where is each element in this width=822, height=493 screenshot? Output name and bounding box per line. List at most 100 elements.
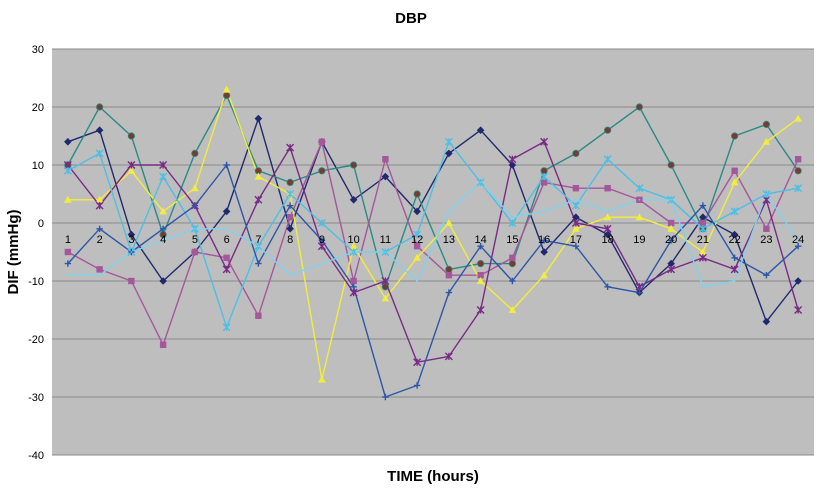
data-point (572, 224, 580, 232)
data-point (222, 85, 231, 93)
data-point (286, 202, 294, 209)
y-axis-title: DIF (mmHg) (5, 210, 22, 295)
data-point (445, 289, 453, 296)
data-point (64, 248, 72, 256)
data-point (127, 166, 136, 174)
data-point (162, 239, 164, 242)
data-point (540, 248, 548, 256)
x-tick-label: 12 (411, 234, 423, 246)
data-point (702, 286, 704, 288)
x-tick-label: 10 (348, 234, 360, 246)
data-point (96, 103, 104, 111)
data-point (382, 156, 389, 163)
x-tick-label: 13 (443, 234, 455, 246)
data-point (508, 306, 517, 313)
data-point (191, 149, 199, 157)
data-point (318, 138, 326, 145)
x-tick-label: 4 (160, 234, 166, 246)
data-point (95, 126, 104, 134)
data-point (222, 265, 231, 274)
x-tick-label: 5 (192, 234, 198, 246)
data-point (794, 114, 802, 122)
data-point (64, 260, 72, 267)
data-point (223, 254, 230, 261)
data-point (794, 184, 803, 193)
data-point (349, 196, 358, 204)
data-point (571, 219, 580, 227)
data-point (350, 283, 357, 290)
data-point (194, 228, 196, 230)
data-point (511, 216, 514, 218)
data-point (289, 274, 291, 277)
data-point (191, 202, 199, 209)
data-point (477, 243, 484, 250)
data-point (730, 230, 739, 239)
data-point (731, 132, 739, 140)
data-point (381, 277, 390, 285)
data-point (95, 149, 104, 158)
data-point (543, 210, 545, 213)
data-point (635, 103, 643, 111)
data-point (63, 166, 72, 175)
data-point (476, 126, 485, 134)
data-point (667, 265, 676, 274)
data-point (730, 265, 739, 274)
chart-title: DBP (395, 10, 427, 27)
x-tick-label: 19 (633, 234, 645, 246)
data-point (509, 254, 516, 261)
data-point (604, 126, 612, 134)
data-point (730, 207, 739, 216)
y-tick-label: -30 (28, 392, 44, 404)
data-point (286, 143, 295, 152)
data-point (286, 178, 294, 186)
y-tick-label: 30 (32, 44, 44, 56)
data-point (698, 253, 707, 262)
data-point (797, 239, 799, 242)
data-point (762, 137, 771, 145)
data-point (508, 219, 517, 227)
data-point (318, 167, 326, 175)
x-tick-label: 16 (538, 234, 550, 246)
data-point (479, 181, 482, 184)
data-point (159, 207, 167, 215)
data-point (286, 214, 294, 221)
data-point (540, 237, 548, 244)
data-point (349, 288, 358, 297)
data-point (604, 185, 611, 192)
data-point (540, 172, 549, 181)
x-tick-label: 14 (475, 234, 487, 246)
x-tick-label: 6 (224, 234, 230, 246)
data-point (444, 352, 453, 361)
y-axis: 30 20 10 0 -10 -20 -30 -40 (28, 44, 44, 462)
data-point (384, 251, 387, 253)
data-point (477, 272, 484, 279)
data-point (445, 149, 453, 158)
series-line-2 (67, 94, 799, 288)
data-point (508, 155, 517, 164)
data-point (794, 156, 802, 163)
series-line-5 (67, 141, 799, 363)
x-tick-label: 20 (665, 234, 677, 246)
data-point (699, 248, 707, 255)
data-point (130, 251, 133, 253)
data-point (604, 283, 611, 290)
data-point (318, 237, 326, 244)
data-point (635, 282, 644, 291)
data-point (731, 167, 738, 174)
data-point (350, 277, 357, 285)
data-point (763, 225, 770, 232)
data-point (667, 224, 675, 232)
data-point (794, 306, 803, 314)
data-point (381, 283, 389, 291)
data-point (413, 230, 422, 239)
data-point (223, 91, 231, 100)
data-point (350, 161, 358, 169)
data-point (635, 184, 644, 193)
data-point (98, 274, 101, 277)
data-point (667, 161, 675, 169)
data-point (191, 184, 199, 192)
data-point (476, 306, 485, 314)
data-point (638, 199, 641, 201)
data-point (667, 237, 675, 244)
data-point (349, 242, 358, 250)
